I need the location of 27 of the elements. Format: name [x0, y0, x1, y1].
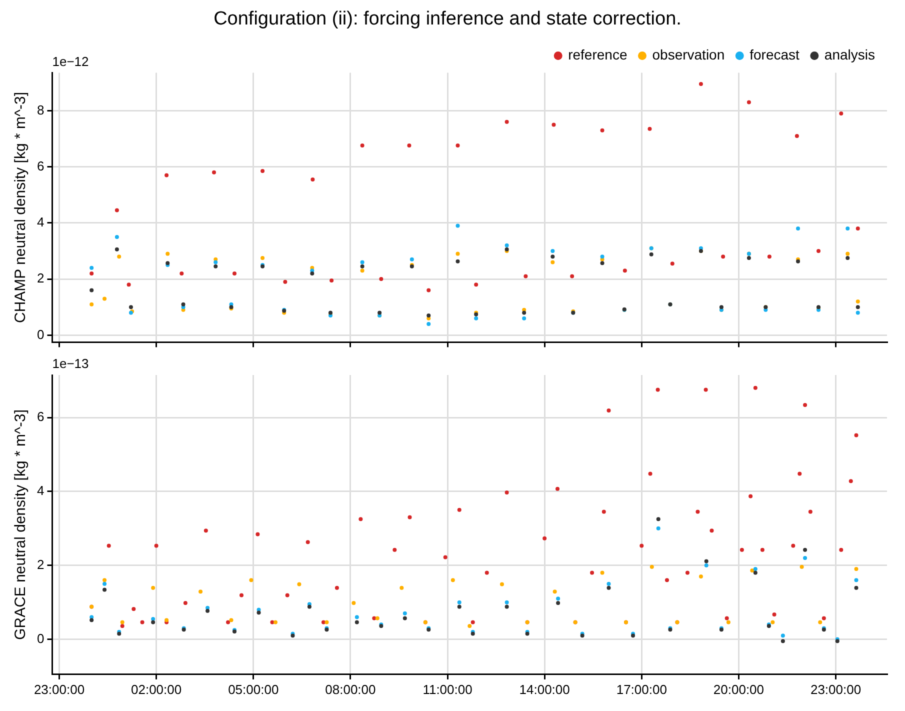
- x-tick-label: 05:00:00: [228, 682, 279, 697]
- legend-label: reference: [568, 46, 628, 63]
- x-tick-label: 23:00:00: [810, 682, 862, 697]
- y-tick-label: 0: [36, 630, 44, 646]
- chart-title: Configuration (ii): forcing inference and state correction.: [214, 8, 682, 30]
- legend-label: analysis: [824, 46, 876, 63]
- legend-label: forecast: [750, 46, 800, 63]
- y-tick-label: 2: [36, 556, 44, 572]
- y-tick-label: 2: [36, 270, 44, 286]
- y-tick-label: 4: [36, 214, 44, 230]
- y-tick-label: 6: [36, 158, 44, 174]
- x-tick-label: 02:00:00: [131, 682, 182, 697]
- y-axis-title: GRACE neutral density [kg * m^-3]: [12, 409, 30, 640]
- x-tick-label: 08:00:00: [325, 682, 376, 697]
- y-axis-title: CHAMP neutral density [kg * m^-3]: [12, 92, 30, 324]
- legend-label: observation: [652, 46, 725, 63]
- text: 1e−12: [52, 54, 89, 69]
- x-tick-label: 23:00:00: [34, 682, 85, 697]
- x-tick-label: 14:00:00: [519, 682, 570, 697]
- y-tick-label: 0: [36, 326, 44, 342]
- text: 1e−13: [52, 356, 89, 372]
- y-tick-label: 6: [36, 409, 44, 424]
- y-tick-label: 4: [36, 483, 44, 498]
- x-tick-label: 11:00:00: [422, 682, 472, 697]
- x-tick-label: 17:00:00: [616, 682, 667, 697]
- x-tick-label: 20:00:00: [713, 682, 764, 697]
- y-tick-label: 8: [36, 102, 44, 118]
